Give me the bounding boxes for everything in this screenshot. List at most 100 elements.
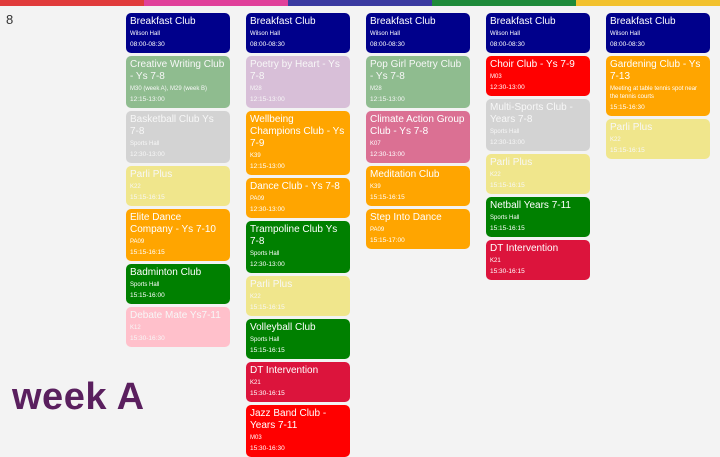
activity-location: M03 (250, 435, 262, 441)
day-column-2: Breakfast Club Wilson Hall 08:00-08:30 Poet… (246, 13, 350, 457)
activity-card[interactable]: Breakfast Club Wilson Hall 08:00-08:30 (126, 13, 230, 53)
activity-time: 08:00-08:30 (610, 41, 645, 48)
activity-card[interactable]: Jazz Band Club - Years 7-11 M03 15:30-16:3… (246, 405, 350, 457)
week-label: week A (12, 376, 145, 418)
activity-card[interactable]: Parli Plus K22 15:15-16:15 (606, 119, 710, 159)
activity-title: Multi-Sports Club - Years 7-8 (490, 102, 573, 125)
activity-time: 15:30-16:15 (250, 390, 285, 397)
activity-time: 15:15-16:15 (130, 194, 165, 201)
activity-title: Volleyball Club (250, 322, 316, 333)
activity-title: Parli Plus (610, 122, 653, 133)
activity-location: Sports Hall (130, 282, 160, 288)
activity-time: 15:15-17:00 (370, 237, 405, 244)
activity-location: M28 (250, 86, 262, 92)
activity-card[interactable]: Gardening Club - Ys 7-13 Meeting at table… (606, 56, 710, 116)
activity-card[interactable]: Parli Plus K22 15:15-16:15 (126, 166, 230, 206)
activity-time: 15:15-16:15 (490, 225, 525, 232)
activity-title: Wellbeing Champions Club - Ys 7-9 (250, 114, 345, 149)
activity-location: Wilson Hall (250, 31, 281, 37)
activity-title: Pop Girl Poetry Club - Ys 7-8 (370, 59, 462, 82)
activity-card[interactable]: Volleyball Club Sports Hall 15:15-16:15 (246, 319, 350, 359)
activity-card[interactable]: Breakfast Club Wilson Hall 08:00-08:30 (366, 13, 470, 53)
activity-title: Breakfast Club (250, 16, 316, 27)
activity-card[interactable]: Pop Girl Poetry Club - Ys 7-8 M28 12:15-13… (366, 56, 470, 108)
activity-time: 15:15-16:00 (130, 292, 165, 299)
activity-card[interactable]: Elite Dance Company - Ys 7-10 PA09 15:15-1… (126, 209, 230, 261)
activity-location: K12 (130, 325, 141, 331)
activity-time: 08:00-08:30 (490, 41, 525, 48)
activity-title: Dance Club - Ys 7-8 (250, 181, 340, 192)
activity-time: 15:30-16:30 (130, 335, 165, 342)
activity-title: Debate Mate Ys7-11 (130, 310, 221, 321)
activity-card[interactable]: Dance Club - Ys 7-8 PA09 12:30-13:00 (246, 178, 350, 218)
activity-location: K39 (370, 184, 381, 190)
day-column-1: Breakfast Club Wilson Hall 08:00-08:30 Crea… (126, 13, 230, 347)
activity-title: Parli Plus (130, 169, 173, 180)
activity-title: Meditation Club (370, 169, 440, 180)
activity-card[interactable]: Netball Years 7-11 Sports Hall 15:15-16:15 (486, 197, 590, 237)
activity-card[interactable]: DT Intervention K21 15:30-16:15 (246, 362, 350, 402)
activity-time: 12:15-13:00 (370, 96, 405, 103)
activity-time: 12:30-13:00 (490, 84, 525, 91)
activity-card[interactable]: Badminton Club Sports Hall 15:15-16:00 (126, 264, 230, 304)
activity-title: Gardening Club - Ys 7-13 (610, 59, 701, 82)
activity-location: M03 (490, 74, 502, 80)
activity-location: Sports Hall (490, 129, 520, 135)
top-bar-segment (144, 0, 288, 6)
activity-card[interactable]: Multi-Sports Club - Years 7-8 Sports Hall… (486, 99, 590, 151)
activity-card[interactable]: Breakfast Club Wilson Hall 08:00-08:30 (246, 13, 350, 53)
activity-time: 15:30-16:30 (250, 445, 285, 452)
activity-title: Breakfast Club (370, 16, 436, 27)
activity-card[interactable]: Poetry by Heart - Ys 7-8 M28 12:15-13:00 (246, 56, 350, 108)
activity-time: 15:15-16:30 (610, 104, 645, 111)
top-bar-segment (432, 0, 576, 6)
activity-card[interactable]: Meditation Club K39 15:15-16:15 (366, 166, 470, 206)
activity-title: Climate Action Group Club - Ys 7-8 (370, 114, 465, 137)
activity-time: 12:30-13:00 (370, 151, 405, 158)
activity-location: K22 (490, 172, 501, 178)
activity-card[interactable]: Breakfast Club Wilson Hall 08:00-08:30 (486, 13, 590, 53)
activity-title: Elite Dance Company - Ys 7-10 (130, 212, 216, 235)
activity-location: Sports Hall (130, 141, 160, 147)
activity-time: 12:15-13:00 (130, 96, 165, 103)
activity-location: Sports Hall (250, 251, 280, 257)
top-bar-segment (576, 0, 720, 6)
activity-card[interactable]: Trampoline Club Ys 7-8 Sports Hall 12:30-1… (246, 221, 350, 273)
activity-location: K07 (370, 141, 381, 147)
activity-location: Wilson Hall (490, 31, 521, 37)
activity-time: 15:15-16:15 (250, 304, 285, 311)
activity-card[interactable]: Basketball Club Ys 7-8 Sports Hall 12:30-1… (126, 111, 230, 163)
activity-location: K39 (250, 153, 261, 159)
activity-time: 12:15-13:00 (250, 96, 285, 103)
activity-card[interactable]: Parli Plus K22 15:15-16:15 (246, 276, 350, 316)
activity-location: K22 (610, 137, 621, 143)
activity-title: Trampoline Club Ys 7-8 (250, 224, 338, 247)
activity-time: 08:00-08:30 (370, 41, 405, 48)
activity-title: Basketball Club Ys 7-8 (130, 114, 214, 137)
activity-time: 08:00-08:30 (130, 41, 165, 48)
activity-card[interactable]: Climate Action Group Club - Ys 7-8 K07 12:… (366, 111, 470, 163)
activity-title: Creative Writing Club - Ys 7-8 (130, 59, 225, 82)
activity-time: 12:30-13:00 (130, 151, 165, 158)
activity-title: DT Intervention (490, 243, 559, 254)
activity-location: Sports Hall (250, 337, 280, 343)
activity-title: Breakfast Club (490, 16, 556, 27)
day-column-4: Breakfast Club Wilson Hall 08:00-08:30 Choi… (486, 13, 590, 280)
activity-card[interactable]: Parli Plus K22 15:15-16:15 (486, 154, 590, 194)
activity-time: 12:30-13:00 (490, 139, 525, 146)
activity-title: Step Into Dance (370, 212, 442, 223)
activity-card[interactable]: Wellbeing Champions Club - Ys 7-9 K39 12:1… (246, 111, 350, 175)
activity-card[interactable]: DT Intervention K21 15:30-16:15 (486, 240, 590, 280)
activity-card[interactable]: Debate Mate Ys7-11 K12 15:30-16:30 (126, 307, 230, 347)
activity-card[interactable]: Creative Writing Club - Ys 7-8 M30 (week … (126, 56, 230, 108)
activity-time: 15:15-16:15 (490, 182, 525, 189)
activity-time: 12:15-13:00 (250, 163, 285, 170)
activity-card[interactable]: Breakfast Club Wilson Hall 08:00-08:30 (606, 13, 710, 53)
activity-location: K22 (250, 294, 261, 300)
activity-title: Parli Plus (490, 157, 533, 168)
activity-location: Meeting at table tennis spot near the te… (610, 86, 698, 100)
activity-card[interactable]: Step Into Dance PA09 15:15-17:00 (366, 209, 470, 249)
activity-card[interactable]: Choir Club - Ys 7-9 M03 12:30-13:00 (486, 56, 590, 96)
activity-location: Wilson Hall (130, 31, 161, 37)
top-color-bar (0, 0, 720, 6)
